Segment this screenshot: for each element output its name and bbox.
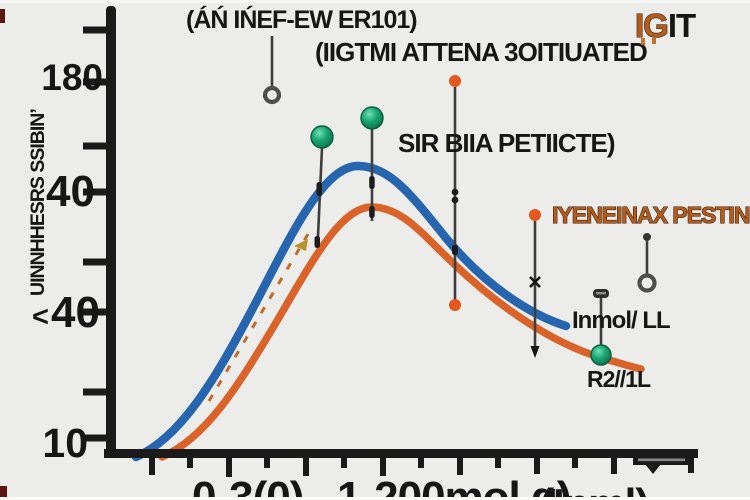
logo-orange-part: IG — [635, 7, 668, 44]
y-axis — [83, 6, 116, 454]
annotation-orange-label: IYENEINAX PESTIN FY — [552, 202, 750, 228]
blue-series-label: Inmol/ LL — [572, 307, 670, 334]
axis-block-inner-line — [638, 458, 685, 462]
y-axis-ticks — [83, 26, 106, 442]
bottom-edge-band — [0, 497, 750, 500]
orange-series-label: R2//1L — [587, 366, 651, 392]
orange-dot-icon — [449, 75, 461, 87]
small-ring-pin — [637, 233, 657, 293]
annotation-mid-label: SIR BIIA PETIICTE) — [398, 128, 615, 158]
green-pin-1 — [310, 125, 334, 248]
logo-drip-mark — [652, 38, 656, 44]
orange-dot-icon — [449, 299, 461, 311]
x-tick-label-3: (Inml) — [540, 480, 648, 500]
green-pin-2 — [360, 106, 384, 221]
x-axis-ticks — [149, 458, 694, 477]
y-tick-label-180: 180 — [41, 57, 103, 98]
x-axis-tick-labels: 0-3(0) 1-200mol g) (Inml) — [192, 473, 649, 500]
y-tick-label-40a: 40 — [46, 167, 95, 216]
annotation-second-title: (IIGTMI ATTENA 3OITIUATED — [315, 37, 647, 67]
logo-drip-mark — [641, 38, 645, 45]
x-knot-icon — [529, 276, 541, 288]
x-axis — [104, 449, 698, 477]
blue-series-curve — [131, 161, 571, 462]
top-edge-band — [0, 0, 750, 3]
annotation-top-title: (ÁŃ IŃEF-EW ER101) — [186, 5, 417, 34]
y-tick-label-10: 10 — [42, 420, 88, 466]
y-axis-less-than-symbol: < — [32, 301, 49, 333]
orange-label-pin — [529, 209, 541, 358]
open-ring-icon — [262, 85, 282, 105]
y-axis-title: UINNHHESRS SSIBIN’ — [27, 109, 49, 296]
orange-dot-icon — [529, 209, 541, 221]
green-ball-icon — [360, 106, 384, 130]
x-axis-line — [104, 449, 698, 458]
top-title-pin — [262, 36, 282, 105]
axis-down-triangle-icon — [645, 464, 661, 474]
down-arrow-icon — [530, 346, 540, 358]
y-axis-line — [106, 6, 116, 454]
bottom-left-edge-mark — [0, 486, 7, 500]
x-tick-label-2: 1-200mol g) — [337, 473, 571, 500]
legend-green-pin — [590, 289, 612, 366]
left-edge-mark — [0, 9, 5, 23]
logo-igit: IGIT — [635, 7, 696, 44]
y-axis-tick-labels: 180 40 40 10 — [41, 57, 103, 466]
open-ring-icon — [637, 273, 657, 293]
green-ball-icon — [590, 344, 612, 366]
y-tick-label-40b: 40 — [51, 288, 100, 337]
green-ball-icon — [310, 125, 334, 149]
small-olive-arrow-icon — [294, 239, 308, 251]
x-tick-label-1: 0-3(0) — [192, 473, 303, 500]
orange-range-bar — [449, 75, 461, 311]
logo-black-part: IT — [668, 7, 696, 44]
